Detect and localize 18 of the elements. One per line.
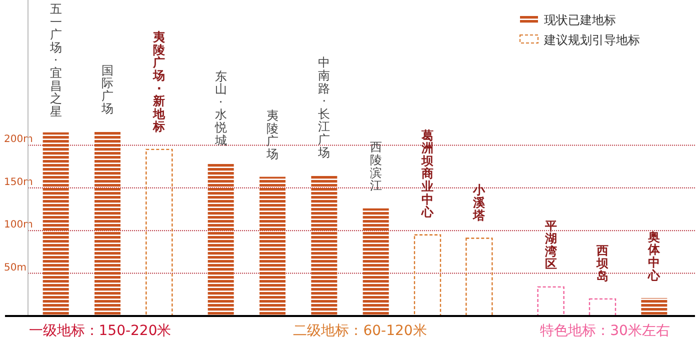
x-tick-label: 夷陵广场 xyxy=(266,108,278,161)
text: 特色地标：30米左右 xyxy=(540,323,670,339)
x-tick-label: 西坝岛 xyxy=(596,244,608,284)
category-label: 五一广场·宜昌之星 xyxy=(50,2,62,118)
x-tick-label: 奥体中心 xyxy=(647,230,662,282)
x-tick-label: 国际广场 xyxy=(100,63,114,116)
x-tick-label: 葛洲坝商业中心 xyxy=(420,128,434,220)
y-tick-label: 50m xyxy=(4,262,26,274)
text: 二级地标：60-120米 xyxy=(293,323,427,339)
x-tick-label: 小溪塔 xyxy=(472,182,486,222)
x-tick-label: 东山·水悦城 xyxy=(214,69,227,148)
x-tick-label: 中南路·长江广场 xyxy=(317,56,330,160)
x-tick-label: 夷陵广场·新地标 xyxy=(152,30,166,134)
legend-label: 现状已建地标 xyxy=(544,13,616,27)
legend-label: 建议规划引导地标 xyxy=(543,33,640,47)
text: 一级地标：150-220米 xyxy=(28,323,172,339)
x-tick-label: 西陵滨江 xyxy=(370,140,382,193)
x-tick-label: 平湖湾区 xyxy=(544,218,557,272)
